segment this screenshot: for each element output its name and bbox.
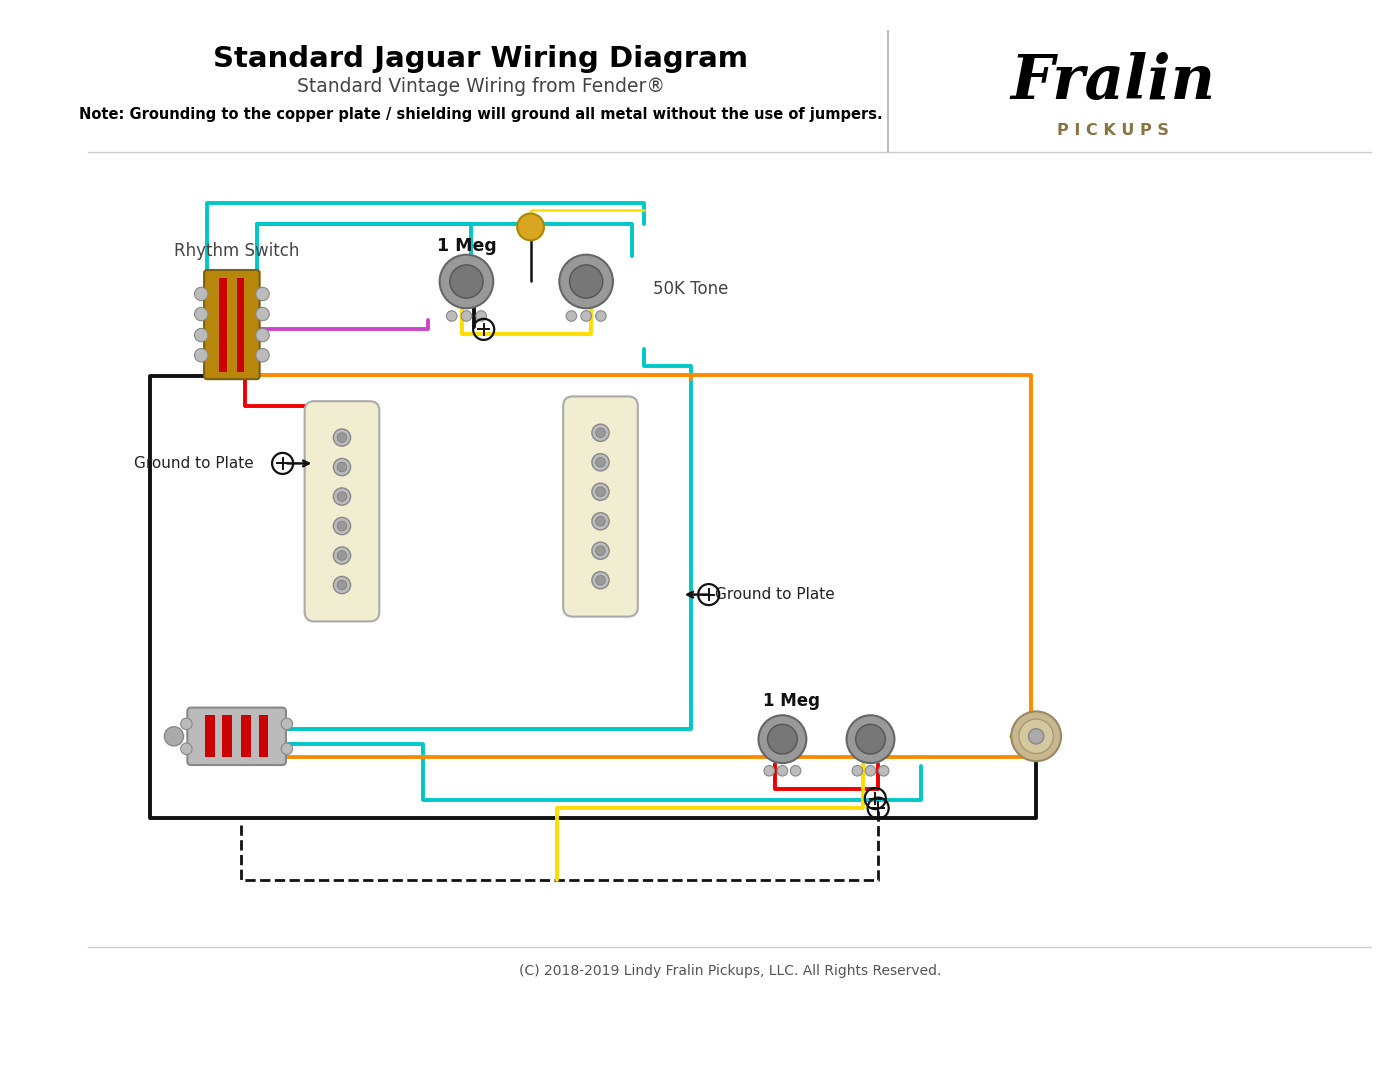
Circle shape xyxy=(570,265,603,298)
Circle shape xyxy=(1019,719,1053,753)
Bar xyxy=(223,716,232,758)
Circle shape xyxy=(759,716,806,763)
Circle shape xyxy=(878,765,889,776)
Circle shape xyxy=(566,310,577,321)
Circle shape xyxy=(596,517,605,526)
Circle shape xyxy=(256,348,269,362)
Text: 1 Meg: 1 Meg xyxy=(437,237,497,255)
Circle shape xyxy=(337,463,347,471)
Text: 1 Meg: 1 Meg xyxy=(763,692,820,710)
Text: Ground to Plate: Ground to Plate xyxy=(134,456,253,471)
Circle shape xyxy=(596,428,605,438)
Circle shape xyxy=(592,512,609,530)
Circle shape xyxy=(596,546,605,556)
Circle shape xyxy=(592,454,609,471)
Circle shape xyxy=(592,572,609,589)
Circle shape xyxy=(440,255,493,308)
Circle shape xyxy=(596,575,605,585)
Circle shape xyxy=(855,724,885,755)
Text: Standard Jaguar Wiring Diagram: Standard Jaguar Wiring Diagram xyxy=(213,45,749,74)
Circle shape xyxy=(596,486,605,496)
Circle shape xyxy=(256,288,269,301)
Circle shape xyxy=(449,265,483,298)
FancyBboxPatch shape xyxy=(305,401,379,622)
Text: 50K Tone: 50K Tone xyxy=(654,280,728,298)
Circle shape xyxy=(865,765,876,776)
FancyBboxPatch shape xyxy=(188,708,286,765)
Circle shape xyxy=(447,310,456,321)
Circle shape xyxy=(560,255,613,308)
Circle shape xyxy=(592,543,609,559)
Circle shape xyxy=(517,214,545,240)
Text: P I C K U P S: P I C K U P S xyxy=(1057,123,1169,137)
Text: (C) 2018-2019 Lindy Fralin Pickups, LLC. All Rights Reserved.: (C) 2018-2019 Lindy Fralin Pickups, LLC.… xyxy=(518,964,941,978)
Circle shape xyxy=(1011,711,1061,761)
Circle shape xyxy=(777,765,788,776)
Circle shape xyxy=(333,547,350,564)
Circle shape xyxy=(256,307,269,321)
Circle shape xyxy=(592,424,609,441)
Circle shape xyxy=(333,576,350,593)
Circle shape xyxy=(596,457,605,467)
Circle shape xyxy=(595,310,606,321)
Circle shape xyxy=(195,348,209,362)
Circle shape xyxy=(164,726,183,746)
Circle shape xyxy=(256,329,269,342)
Circle shape xyxy=(333,488,350,505)
Circle shape xyxy=(333,518,350,535)
Bar xyxy=(204,716,214,758)
Circle shape xyxy=(181,718,192,730)
Text: Standard Vintage Wiring from Fender®: Standard Vintage Wiring from Fender® xyxy=(297,77,665,96)
Circle shape xyxy=(767,724,797,755)
Circle shape xyxy=(461,310,472,321)
Bar xyxy=(259,716,269,758)
Circle shape xyxy=(281,718,293,730)
Bar xyxy=(220,278,227,372)
Circle shape xyxy=(847,716,895,763)
Circle shape xyxy=(333,458,350,476)
Text: Note: Grounding to the copper plate / shielding will ground all metal without th: Note: Grounding to the copper plate / sh… xyxy=(78,107,882,122)
Circle shape xyxy=(337,492,347,502)
Circle shape xyxy=(181,743,192,755)
Circle shape xyxy=(195,288,209,301)
FancyBboxPatch shape xyxy=(204,270,259,379)
Circle shape xyxy=(195,329,209,342)
Text: Rhythm Switch: Rhythm Switch xyxy=(175,242,300,259)
Text: Ground to Plate: Ground to Plate xyxy=(715,587,836,602)
Circle shape xyxy=(195,307,209,321)
Bar xyxy=(241,716,251,758)
Bar xyxy=(237,278,245,372)
Circle shape xyxy=(337,521,347,531)
FancyBboxPatch shape xyxy=(563,397,638,616)
Circle shape xyxy=(581,310,591,321)
Circle shape xyxy=(476,310,486,321)
Circle shape xyxy=(337,580,347,590)
Circle shape xyxy=(337,432,347,442)
Circle shape xyxy=(281,743,293,755)
Circle shape xyxy=(592,483,609,501)
Circle shape xyxy=(853,765,862,776)
Circle shape xyxy=(333,429,350,446)
Circle shape xyxy=(1029,729,1044,744)
Circle shape xyxy=(337,550,347,560)
Circle shape xyxy=(791,765,801,776)
Text: Fralin: Fralin xyxy=(1011,52,1215,112)
Circle shape xyxy=(764,765,774,776)
